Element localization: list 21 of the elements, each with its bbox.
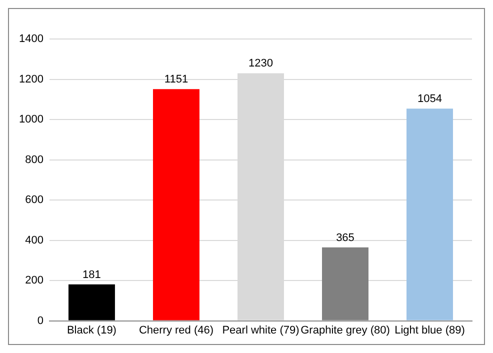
y-tick-label: 800	[25, 154, 44, 166]
x-tick-label: Black (19)	[66, 324, 116, 336]
data-label: 181	[82, 268, 101, 281]
x-tick-label: Light blue (89)	[394, 324, 465, 336]
x-tick-label: Graphite grey (80)	[300, 324, 390, 336]
data-label: 1054	[418, 93, 442, 106]
x-tick-label: Cherry red (46)	[138, 324, 214, 336]
y-tick-label: 400	[25, 234, 44, 246]
bar	[152, 89, 200, 320]
data-label: 1230	[248, 58, 273, 70]
x-tick-label: Pearl white (79)	[222, 324, 300, 336]
y-tick-label: 200	[25, 274, 44, 287]
data-label: 365	[336, 232, 354, 244]
y-tick-label: 0	[37, 314, 44, 327]
bar	[68, 284, 115, 320]
y-tick-label: 1000	[18, 114, 44, 126]
bar	[406, 108, 453, 320]
y-tick-label: 1400	[18, 33, 44, 46]
y-tick-label: 600	[25, 194, 44, 206]
y-tick-label: 1200	[18, 73, 44, 86]
data-label: 1151	[164, 74, 188, 86]
